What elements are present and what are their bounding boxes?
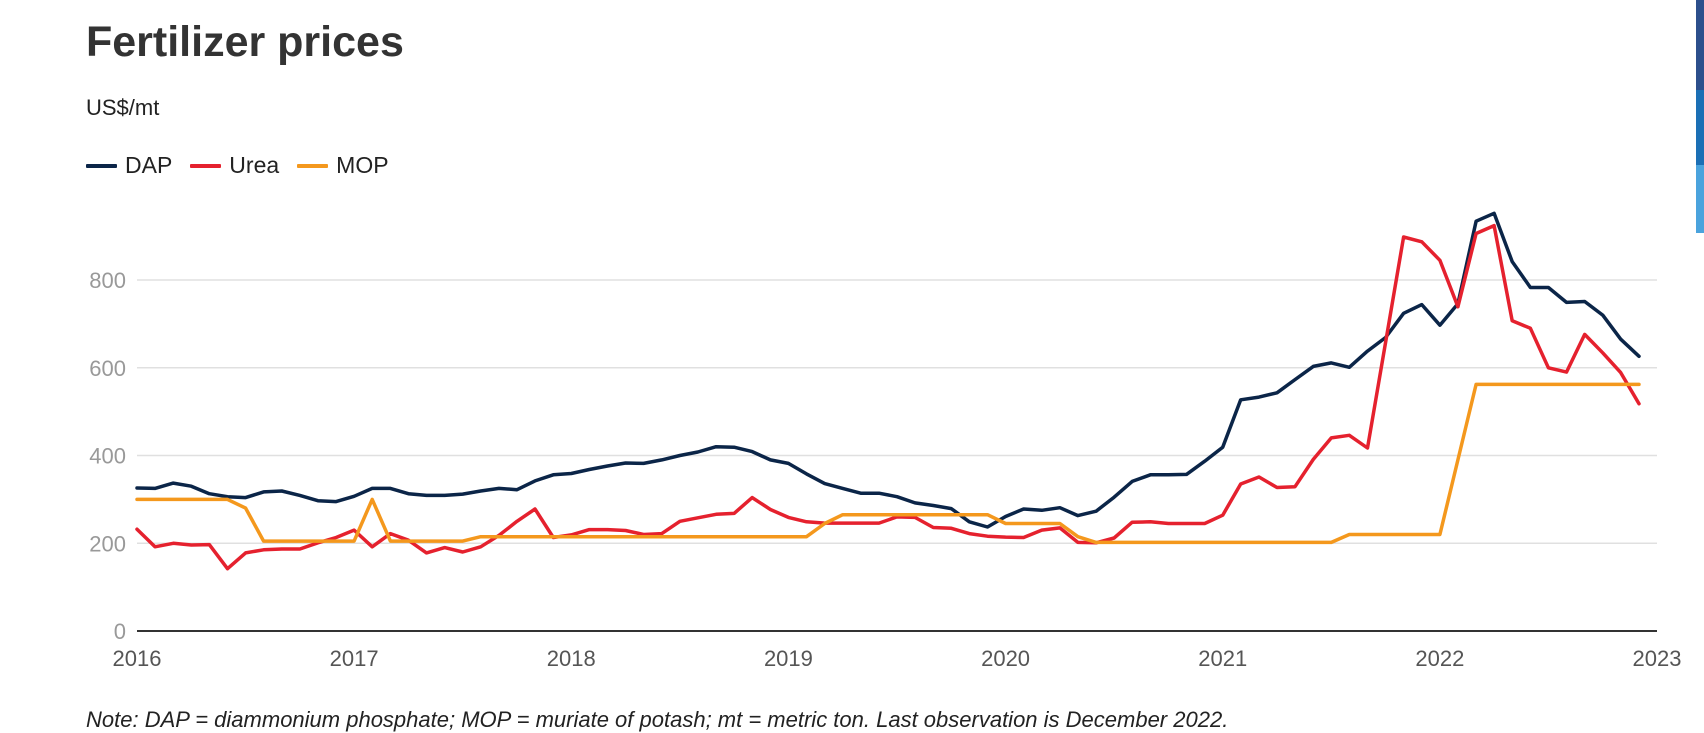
y-tick-label-800: 800 <box>89 268 126 293</box>
legend-label-dap: DAP <box>125 152 173 178</box>
x-tick-label-2019: 2019 <box>764 646 813 671</box>
line-chart: 0 200 400 600 800 2016 2017 2018 2019 2020 2021 202… <box>89 211 1682 671</box>
x-tick-label-2023: 2023 <box>1633 646 1682 671</box>
chart-subtitle: US$/mt <box>86 95 160 120</box>
side-bar-segment-1 <box>1696 0 1704 90</box>
legend-item-mop: MOP <box>297 152 389 179</box>
legend-item-dap: DAP <box>86 152 172 179</box>
x-tick-label-2018: 2018 <box>547 646 596 671</box>
series-line-mop <box>135 382 1641 545</box>
side-bar-segment-3 <box>1696 165 1704 233</box>
x-tick-label-2022: 2022 <box>1415 646 1464 671</box>
x-tick-label-2021: 2021 <box>1198 646 1247 671</box>
y-tick-label-600: 600 <box>89 356 126 381</box>
y-tick-label-200: 200 <box>89 531 126 556</box>
chart-note: Note: DAP = diammonium phosphate; MOP = … <box>86 707 1229 732</box>
x-tick-label-2017: 2017 <box>330 646 379 671</box>
chart-title: Fertilizer prices <box>86 18 404 66</box>
legend-swatch-urea <box>190 163 222 168</box>
side-bar-segment-2 <box>1696 90 1704 165</box>
legend-swatch-mop <box>297 163 329 168</box>
x-tick-label-2020: 2020 <box>981 646 1030 671</box>
y-tick-label-0: 0 <box>114 619 126 644</box>
x-tick-label-2016: 2016 <box>113 646 162 671</box>
legend-label-urea: Urea <box>229 152 280 178</box>
series-line-dap <box>135 211 1641 529</box>
legend-label-mop: MOP <box>336 152 389 178</box>
legend-swatch-dap <box>86 163 117 168</box>
y-tick-label-400: 400 <box>89 444 126 469</box>
series-line-urea <box>135 223 1641 571</box>
chart-legend: DAP Urea MOP <box>86 152 407 179</box>
legend-item-urea: Urea <box>190 152 279 179</box>
